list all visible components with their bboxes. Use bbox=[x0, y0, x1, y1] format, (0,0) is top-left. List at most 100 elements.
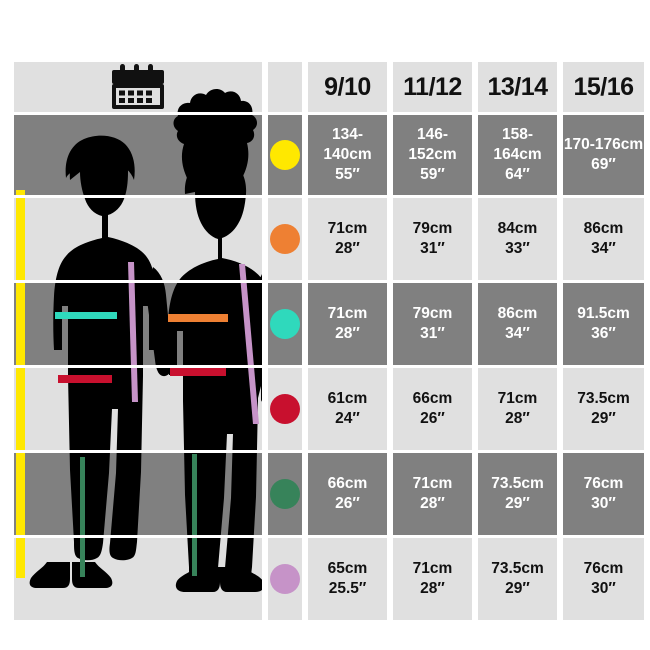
cell-inseam-13-14: 73.5cm 29″ bbox=[478, 453, 557, 535]
boy-inseam-line bbox=[80, 457, 85, 577]
value-cm: 73.5cm bbox=[491, 475, 544, 493]
value-cm: 86cm bbox=[583, 220, 624, 238]
cell-height-11-12: 146-152cm 59″ bbox=[393, 115, 472, 195]
value-inch: 31″ bbox=[420, 325, 445, 342]
cell-waist-15-16: 73.5cm 29″ bbox=[563, 368, 644, 450]
cell-chest-boy-13-14: 86cm 34″ bbox=[478, 283, 557, 365]
boy-chest-line bbox=[55, 312, 117, 319]
value-inch: 55″ bbox=[335, 165, 360, 183]
value-cm: 79cm bbox=[412, 220, 453, 238]
value-inch: 30″ bbox=[591, 580, 616, 597]
col-gap-1 bbox=[262, 62, 268, 620]
value-cm: 71cm bbox=[412, 560, 453, 578]
legend-dot-chest-boy bbox=[268, 283, 302, 365]
cell-chest-girl-13-14: 84cm 33″ bbox=[478, 198, 557, 280]
legend-dot-inseam bbox=[268, 453, 302, 535]
cell-chest-girl-15-16: 86cm 34″ bbox=[563, 198, 644, 280]
header-age-cell bbox=[14, 62, 262, 112]
cell-chest-boy-9-10: 71cm 28″ bbox=[308, 283, 387, 365]
value-cm: 73.5cm bbox=[577, 390, 630, 408]
girl-waist-line bbox=[170, 367, 226, 376]
girl-chest-line bbox=[168, 314, 228, 322]
calendar-icon bbox=[107, 63, 169, 111]
boy-waist-line bbox=[58, 375, 112, 383]
cell-waist-13-14: 71cm 28″ bbox=[478, 368, 557, 450]
value-cm: 61cm bbox=[327, 390, 368, 408]
row-gap-3 bbox=[0, 365, 650, 368]
value-cm: 71cm bbox=[327, 305, 368, 323]
value-cm: 71cm bbox=[327, 220, 368, 238]
boy-arm bbox=[147, 267, 173, 377]
sleeve-dot bbox=[270, 564, 300, 594]
cell-chest-boy-11-12: 79cm 31″ bbox=[393, 283, 472, 365]
value-cm: 71cm bbox=[497, 390, 538, 408]
value-cm: 170-176cm bbox=[563, 136, 644, 154]
value-inch: 36″ bbox=[591, 325, 616, 342]
cell-waist-9-10: 61cm 24″ bbox=[308, 368, 387, 450]
col-gap-4 bbox=[472, 62, 478, 620]
value-inch: 25.5″ bbox=[328, 580, 367, 597]
cell-sleeve-13-14: 73.5cm 29″ bbox=[478, 538, 557, 620]
cell-sleeve-15-16: 76cm 30″ bbox=[563, 538, 644, 620]
value-inch: 31″ bbox=[420, 240, 445, 257]
boy-silhouette bbox=[29, 135, 158, 588]
cell-sleeve-9-10: 65cm 25.5″ bbox=[308, 538, 387, 620]
waist-dot bbox=[270, 394, 300, 424]
legend-dot-waist bbox=[268, 368, 302, 450]
chest-boy-dot bbox=[270, 309, 300, 339]
value-inch: 33″ bbox=[505, 240, 530, 257]
cell-inseam-9-10: 66cm 26″ bbox=[308, 453, 387, 535]
value-inch: 64″ bbox=[505, 165, 530, 183]
header-band bbox=[0, 62, 650, 112]
value-inch: 29″ bbox=[505, 495, 530, 512]
value-cm: 76cm bbox=[583, 475, 624, 493]
value-inch: 24″ bbox=[335, 410, 360, 427]
col-gap-3 bbox=[387, 62, 393, 620]
value-inch: 29″ bbox=[591, 410, 616, 427]
cell-height-13-14: 158-164cm 64″ bbox=[478, 115, 557, 195]
legend-dot-sleeve bbox=[268, 538, 302, 620]
cell-chest-girl-9-10: 71cm 28″ bbox=[308, 198, 387, 280]
silhouette-svg bbox=[29, 89, 268, 592]
value-cm: 66cm bbox=[412, 390, 453, 408]
cell-chest-boy-15-16: 91.5cm 36″ bbox=[563, 283, 644, 365]
value-inch: 26″ bbox=[335, 495, 360, 512]
value-cm: 84cm bbox=[497, 220, 538, 238]
value-inch: 28″ bbox=[420, 495, 445, 512]
cell-waist-11-12: 66cm 26″ bbox=[393, 368, 472, 450]
value-cm: 65cm bbox=[327, 560, 368, 578]
row-gap-header bbox=[0, 112, 650, 115]
girl-sleeve-line bbox=[239, 264, 259, 424]
value-inch: 28″ bbox=[505, 410, 530, 427]
header-size-9-10: 9/10 bbox=[324, 72, 371, 101]
value-inch: 59″ bbox=[420, 165, 445, 183]
value-inch: 26″ bbox=[420, 410, 445, 427]
value-inch: 28″ bbox=[335, 240, 360, 257]
girl-inseam-line bbox=[192, 454, 197, 576]
cell-chest-girl-11-12: 79cm 31″ bbox=[393, 198, 472, 280]
row-gap-4 bbox=[0, 450, 650, 453]
value-inch: 29″ bbox=[505, 580, 530, 597]
legend-dot-chest-girl bbox=[268, 198, 302, 280]
silhouette-illustration bbox=[0, 62, 268, 620]
header-size-15-16: 15/16 bbox=[573, 72, 634, 101]
value-cm: 76cm bbox=[583, 560, 624, 578]
row-gap-2 bbox=[0, 280, 650, 283]
cell-inseam-11-12: 71cm 28″ bbox=[393, 453, 472, 535]
header-size-11-12: 11/12 bbox=[403, 72, 462, 101]
chest-girl-dot bbox=[270, 224, 300, 254]
value-inch: 34″ bbox=[505, 325, 530, 342]
height-bar bbox=[16, 190, 25, 578]
value-cm: 158-164cm bbox=[493, 126, 542, 164]
table-left-margin bbox=[0, 62, 14, 620]
cell-inseam-15-16: 76cm 30″ bbox=[563, 453, 644, 535]
value-inch: 34″ bbox=[591, 240, 616, 257]
cell-height-15-16: 170-176cm 69″ bbox=[563, 115, 644, 195]
value-inch: 30″ bbox=[591, 495, 616, 512]
value-inch: 69″ bbox=[591, 156, 616, 173]
row-gap-5 bbox=[0, 535, 650, 538]
value-cm: 66cm bbox=[327, 475, 368, 493]
col-gap-2 bbox=[302, 62, 308, 620]
value-cm: 134-140cm bbox=[323, 126, 372, 164]
